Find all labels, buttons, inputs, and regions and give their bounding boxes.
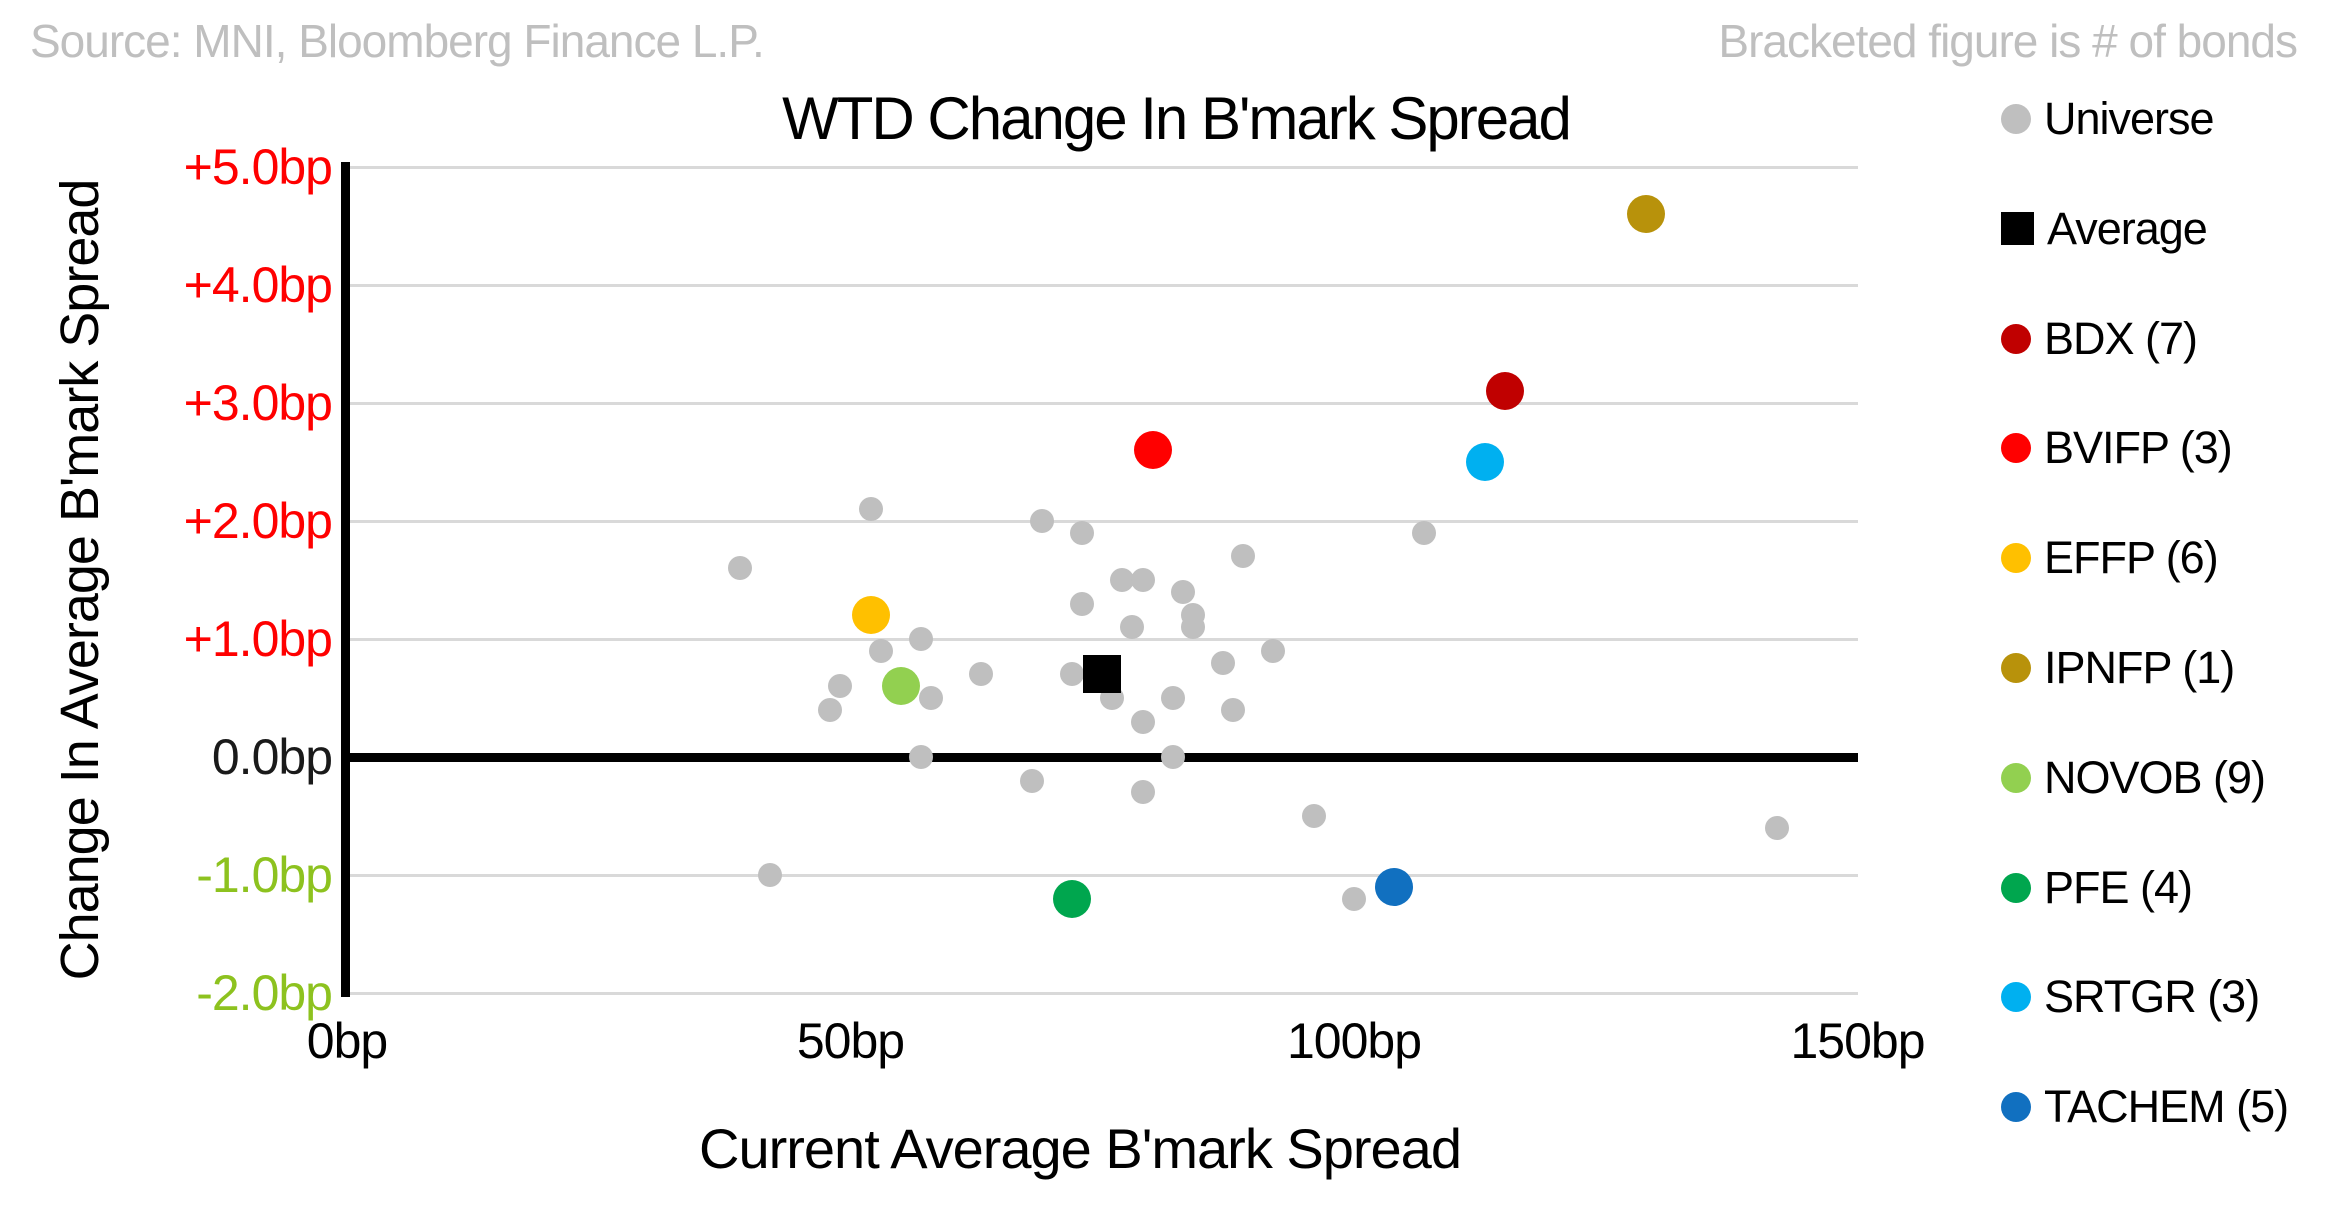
square-marker-icon xyxy=(2001,212,2034,246)
data-point-universe xyxy=(908,627,933,651)
data-point-universe xyxy=(757,863,782,887)
data-point-universe xyxy=(858,497,883,522)
circle-marker-icon xyxy=(2001,543,2031,574)
y-tick-label: +5.0bp xyxy=(183,139,333,195)
data-point-bdx xyxy=(1486,372,1525,411)
circle-marker-icon xyxy=(2001,323,2031,354)
gridline xyxy=(345,165,1858,169)
data-point-universe xyxy=(1221,697,1246,722)
y-tick-label: +1.0bp xyxy=(183,611,333,667)
circle-marker-icon xyxy=(2001,762,2031,793)
bracket-note: Bracketed figure is # of bonds xyxy=(1718,15,2298,67)
legend-label: Average xyxy=(2047,202,2208,254)
data-point-universe xyxy=(1170,579,1195,604)
circle-marker-icon xyxy=(2001,433,2031,464)
legend-label: IPNFP (1) xyxy=(2044,642,2235,693)
legend-label: TACHEM (5) xyxy=(2044,1081,2289,1133)
data-point-universe xyxy=(1070,591,1095,616)
data-point-universe xyxy=(1412,520,1437,545)
data-point-universe xyxy=(969,662,994,687)
legend-item-novob: NOVOB (9) xyxy=(2001,745,2266,811)
legend-label: EFFP (6) xyxy=(2044,532,2219,584)
data-point-universe xyxy=(1180,615,1205,640)
gridline xyxy=(345,519,1858,523)
zero-axis-line xyxy=(345,752,1858,762)
data-point-universe xyxy=(1160,686,1185,710)
y-tick-label: +3.0bp xyxy=(183,375,333,431)
x-axis-title: Current Average B'mark Spread xyxy=(699,1117,1462,1180)
data-point-tachem xyxy=(1375,867,1414,906)
legend-item-effp: EFFP (6) xyxy=(2001,525,2219,591)
legend-label: BVIFP (3) xyxy=(2044,422,2233,474)
data-point-universe xyxy=(908,745,933,769)
data-point-universe xyxy=(727,556,752,581)
y-tick-label: +2.0bp xyxy=(183,493,333,549)
y-tick-label: +4.0bp xyxy=(183,257,333,313)
circle-marker-icon xyxy=(2001,982,2031,1013)
data-point-universe xyxy=(1301,804,1326,828)
y-axis-line xyxy=(340,162,350,997)
gridline xyxy=(345,873,1858,877)
data-point-universe xyxy=(868,638,893,663)
data-point-universe xyxy=(1211,650,1236,675)
data-point-universe xyxy=(1160,745,1185,769)
data-point-universe xyxy=(1110,568,1135,592)
circle-marker-icon xyxy=(2001,872,2031,903)
data-point-universe xyxy=(1231,544,1256,569)
data-point-universe xyxy=(1130,780,1155,805)
legend-item-srtgr: SRTGR (3) xyxy=(2001,964,2260,1030)
y-tick-label: -2.0bp xyxy=(196,965,333,1021)
data-point-ipnfp xyxy=(1627,195,1666,234)
data-point-universe xyxy=(1764,815,1789,840)
data-point-universe xyxy=(1130,709,1155,734)
legend-label: BDX (7) xyxy=(2044,312,2198,364)
data-point-bvifp xyxy=(1133,431,1172,470)
chart-title: WTD Change In B'mark Spread xyxy=(782,85,1572,152)
source-note: Source: MNI, Bloomberg Finance L.P. xyxy=(30,15,765,67)
legend-item-average: Average xyxy=(2001,196,2208,262)
legend-label: SRTGR (3) xyxy=(2044,971,2260,1023)
data-point-universe xyxy=(818,697,843,722)
circle-marker-icon xyxy=(2001,1092,2031,1123)
data-point-universe xyxy=(1060,662,1085,687)
x-tick-label: 100bp xyxy=(1286,1013,1422,1069)
legend-label: Universe xyxy=(2044,93,2215,144)
circle-marker-icon xyxy=(2001,104,2031,134)
gridline xyxy=(345,283,1858,287)
data-point-universe xyxy=(1019,768,1044,793)
legend-item-bdx: BDX (7) xyxy=(2001,306,2198,372)
gridline xyxy=(345,637,1858,641)
data-point-average xyxy=(1083,655,1122,694)
data-point-srtgr xyxy=(1465,443,1504,481)
gridline xyxy=(345,401,1858,405)
data-point-universe xyxy=(919,686,944,710)
legend-item-pfe: PFE (4) xyxy=(2001,855,2193,921)
x-tick-label: 50bp xyxy=(796,1013,905,1069)
legend-label: PFE (4) xyxy=(2044,861,2193,913)
data-point-universe xyxy=(1029,509,1054,533)
data-point-effp xyxy=(851,596,890,635)
legend-item-bvifp: BVIFP (3) xyxy=(2001,415,2233,481)
y-tick-label: 0.0bp xyxy=(211,729,333,785)
data-point-universe xyxy=(1130,568,1155,592)
circle-marker-icon xyxy=(2001,653,2031,683)
data-point-universe xyxy=(1261,638,1286,663)
x-tick-label: 150bp xyxy=(1790,1013,1925,1069)
x-tick-label: 0bp xyxy=(306,1013,388,1069)
gridline xyxy=(345,991,1858,995)
y-axis-title: Change In Average B'mark Spread xyxy=(50,179,110,981)
data-point-pfe xyxy=(1053,879,1092,918)
data-point-universe xyxy=(1070,520,1095,545)
data-point-universe xyxy=(1342,886,1366,911)
legend-item-universe: Universe xyxy=(2001,86,2215,152)
y-tick-label: -1.0bp xyxy=(196,847,333,903)
data-point-novob xyxy=(881,667,920,706)
legend-label: NOVOB (9) xyxy=(2044,751,2266,803)
data-point-universe xyxy=(828,674,853,699)
data-point-universe xyxy=(1120,615,1145,640)
legend-item-tachem: TACHEM (5) xyxy=(2001,1074,2289,1140)
legend-item-ipnfp: IPNFP (1) xyxy=(2001,635,2235,701)
